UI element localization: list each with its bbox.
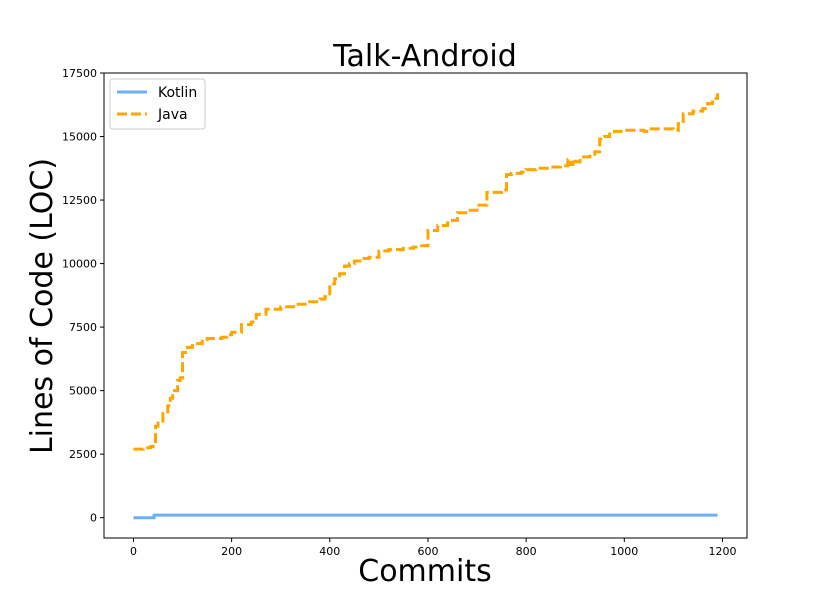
y-axis-label: Lines of Code (LOC) (25, 158, 60, 454)
x-tick-label: 1200 (708, 545, 736, 558)
legend-label-kotlin: Kotlin (158, 85, 197, 101)
x-tick-label: 600 (417, 545, 438, 558)
series-layer (133, 93, 719, 520)
y-tick-label: 12500 (62, 194, 97, 207)
y-tick-label: 0 (90, 512, 97, 525)
x-axis-label: Commits (358, 554, 491, 589)
x-tick-label: 200 (221, 545, 242, 558)
y-tick-label: 17500 (62, 67, 97, 80)
y-axis: 0 2500 5000 7500 10000 12500 15000 17500 (62, 67, 104, 525)
x-axis: 0 200 400 600 800 1000 1200 (130, 538, 736, 558)
chart-title: Talk-Android (332, 39, 517, 74)
legend: Kotlin Java (109, 78, 206, 130)
x-tick-label: 800 (516, 545, 537, 558)
y-tick-label: 5000 (69, 385, 97, 398)
y-tick-label: 7500 (69, 321, 97, 334)
legend-label-java: Java (157, 107, 188, 123)
y-tick-label: 10000 (62, 258, 97, 271)
y-tick-label: 2500 (69, 448, 97, 461)
x-tick-label: 0 (130, 545, 137, 558)
x-tick-label: 1000 (610, 545, 638, 558)
series-line-kotlin (133, 513, 718, 520)
series-line-java (133, 93, 719, 451)
y-tick-label: 15000 (62, 131, 97, 144)
x-tick-label: 400 (319, 545, 340, 558)
plot-area (103, 72, 748, 539)
